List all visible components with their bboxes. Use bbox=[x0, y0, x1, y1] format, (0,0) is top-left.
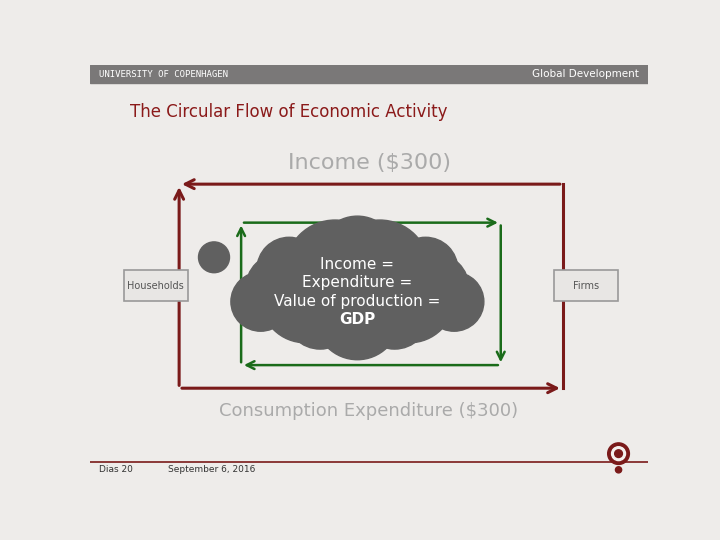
Text: UNIVERSITY OF COPENHAGEN: UNIVERSITY OF COPENHAGEN bbox=[99, 70, 228, 78]
Circle shape bbox=[257, 237, 321, 301]
Text: Value of production =: Value of production = bbox=[274, 294, 441, 309]
FancyBboxPatch shape bbox=[554, 271, 618, 301]
Text: Income ($300): Income ($300) bbox=[287, 153, 451, 173]
Text: Dias 20: Dias 20 bbox=[99, 465, 133, 474]
Circle shape bbox=[206, 249, 222, 265]
Text: Income =: Income = bbox=[320, 256, 395, 272]
FancyBboxPatch shape bbox=[124, 271, 188, 301]
Circle shape bbox=[365, 254, 454, 343]
Circle shape bbox=[616, 467, 621, 473]
Circle shape bbox=[424, 272, 484, 331]
Circle shape bbox=[400, 253, 469, 322]
Text: September 6, 2016: September 6, 2016 bbox=[168, 465, 255, 474]
Circle shape bbox=[261, 254, 350, 343]
Circle shape bbox=[615, 450, 622, 457]
Circle shape bbox=[246, 253, 315, 322]
Circle shape bbox=[608, 443, 629, 464]
Circle shape bbox=[199, 242, 230, 273]
Text: Consumption Expenditure ($300): Consumption Expenditure ($300) bbox=[220, 402, 518, 420]
Text: Households: Households bbox=[127, 281, 184, 291]
Bar bbox=[90, 65, 648, 83]
Circle shape bbox=[330, 220, 429, 319]
Circle shape bbox=[360, 280, 429, 349]
Text: Firms: Firms bbox=[573, 281, 599, 291]
Circle shape bbox=[202, 246, 225, 269]
Text: Global Development: Global Development bbox=[532, 69, 639, 79]
Circle shape bbox=[393, 237, 458, 301]
Circle shape bbox=[285, 220, 384, 319]
Circle shape bbox=[315, 276, 400, 360]
Text: The Circular Flow of Economic Activity: The Circular Flow of Economic Activity bbox=[130, 103, 448, 122]
Circle shape bbox=[285, 280, 355, 349]
Text: Expenditure =: Expenditure = bbox=[302, 275, 413, 290]
Circle shape bbox=[318, 216, 397, 295]
Text: GDP: GDP bbox=[339, 312, 376, 327]
Circle shape bbox=[210, 253, 218, 261]
Circle shape bbox=[611, 447, 626, 461]
Circle shape bbox=[231, 272, 290, 331]
Circle shape bbox=[295, 231, 419, 354]
